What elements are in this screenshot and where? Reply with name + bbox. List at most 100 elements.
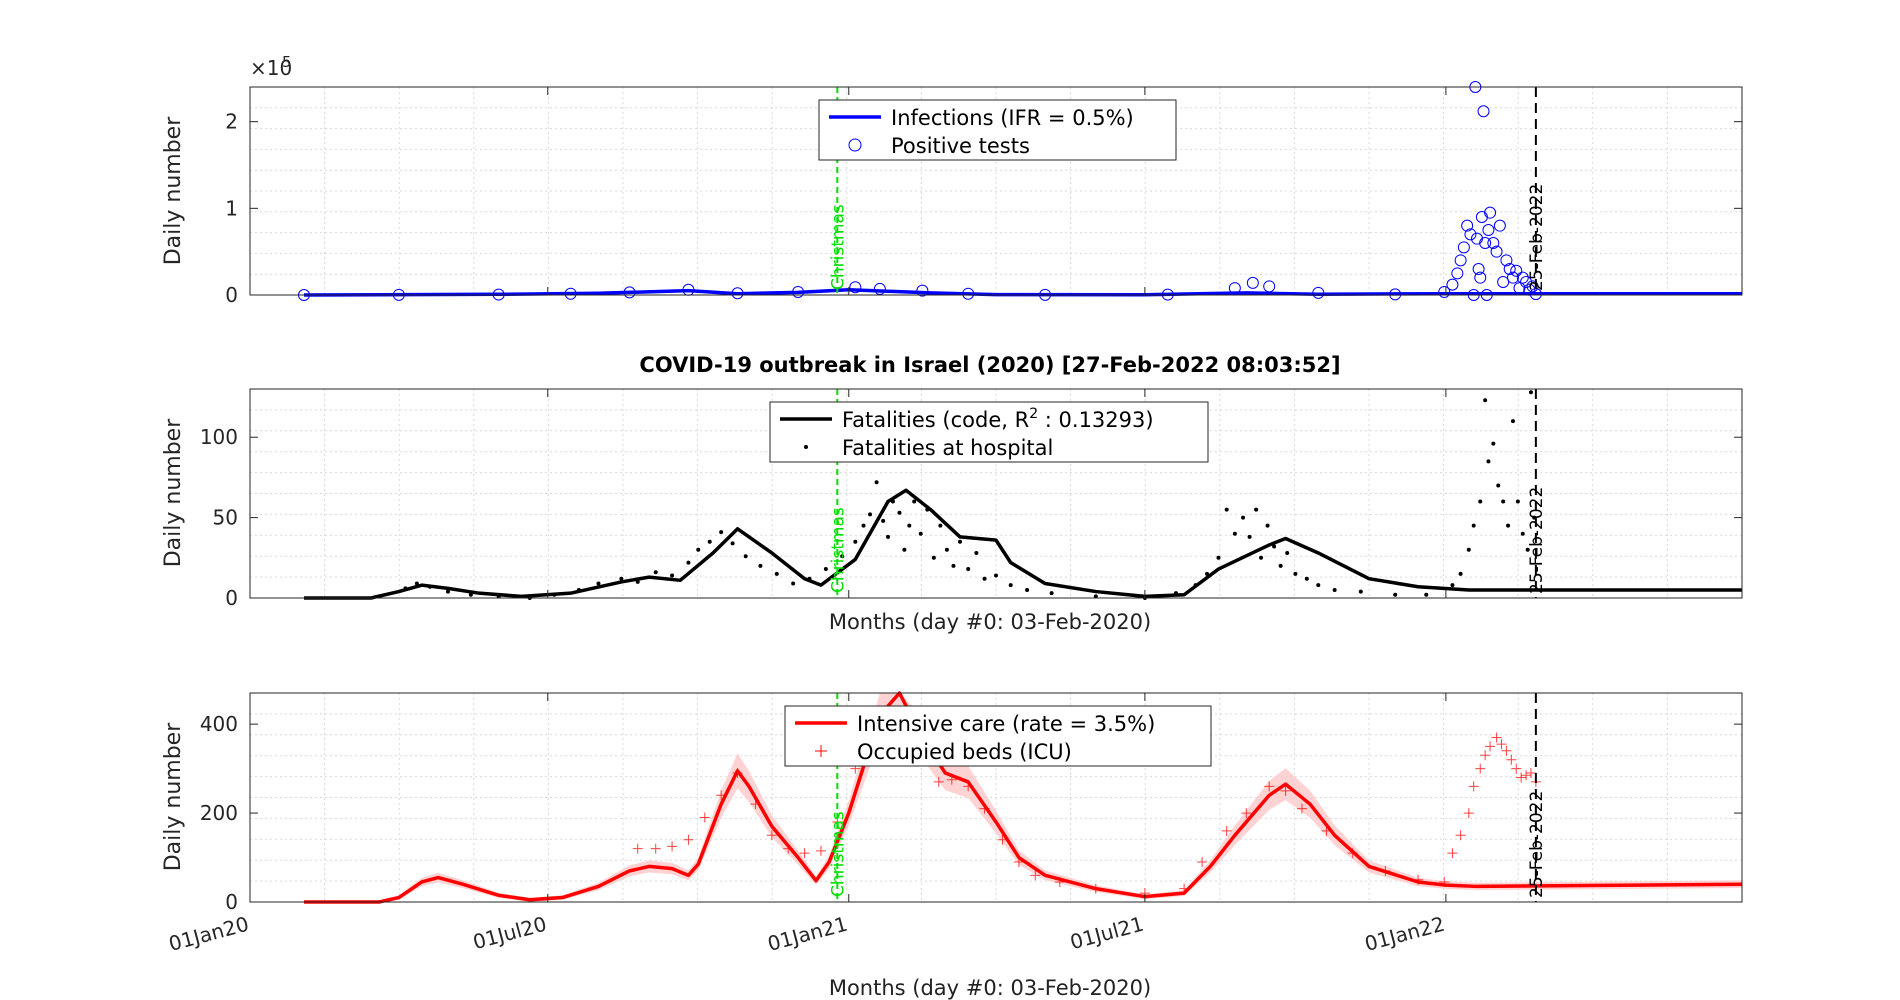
data-point	[1241, 515, 1246, 520]
data-point	[1278, 563, 1283, 568]
data-point	[623, 286, 636, 299]
x-tick-label: 01Jul21	[1067, 912, 1146, 955]
data-point	[840, 554, 845, 559]
data-point	[1457, 241, 1470, 254]
legend-box	[784, 705, 1212, 767]
data-point	[1510, 264, 1523, 277]
data-point	[933, 776, 944, 787]
data-point	[1358, 589, 1363, 594]
data-point	[783, 843, 794, 854]
series-line	[303, 691, 1743, 904]
x-tick-label: 01Jan20	[166, 912, 251, 956]
data-point	[1506, 754, 1517, 765]
data-point	[427, 584, 432, 589]
data-point	[1332, 587, 1337, 592]
data-point	[730, 541, 735, 546]
data-point	[632, 843, 643, 854]
data-point	[902, 547, 907, 552]
data-point	[699, 812, 710, 823]
data-point	[1228, 282, 1241, 295]
data-point	[1482, 224, 1495, 236]
data-point	[468, 592, 473, 597]
data-point	[791, 581, 796, 586]
data-point	[1491, 732, 1502, 743]
data-point	[873, 282, 886, 295]
data-point	[1516, 271, 1529, 284]
x-tick-labels: 01Jan20 01Jul20 01Jan21 01Jul21 01Jan22	[166, 912, 1447, 956]
data-point	[1484, 206, 1497, 219]
data-point	[650, 843, 661, 854]
data-point	[938, 523, 943, 528]
data-point	[974, 550, 979, 555]
data-point	[1474, 271, 1487, 284]
data-point	[496, 594, 501, 599]
data-point	[1450, 583, 1455, 588]
data-point	[1486, 459, 1491, 464]
data-point	[1263, 280, 1276, 293]
data-point	[1030, 870, 1041, 881]
data-point	[1013, 856, 1024, 867]
data-point	[1497, 276, 1510, 288]
fatalities-panel: Christmas 25-Feb-2022 0 50 100 Daily number Fa…	[161, 388, 1743, 610]
data-point	[564, 287, 577, 300]
legend-box	[769, 401, 1209, 463]
x-tick-label: 01Jan21	[765, 912, 850, 956]
y-tick-label: 200	[200, 801, 238, 825]
y-tick-label: 400	[200, 712, 238, 736]
data-point	[1501, 745, 1512, 756]
y-axis-label: Daily number	[161, 418, 186, 567]
data-point	[951, 563, 956, 568]
series-line	[303, 288, 1742, 297]
data-point	[1520, 531, 1525, 536]
data-point	[635, 579, 640, 584]
data-point	[823, 567, 828, 572]
data-point	[1506, 271, 1519, 284]
data-point	[1493, 219, 1506, 232]
data-point	[774, 571, 779, 576]
data-point	[1483, 398, 1488, 403]
data-point	[1413, 874, 1424, 885]
data-point	[1455, 830, 1466, 841]
data-point	[1464, 228, 1477, 241]
infections-panel: Christmas 25-Feb-2022 0 1 2 Daily number ×105 I…	[161, 53, 1743, 307]
data-point	[445, 589, 450, 594]
data-point	[686, 560, 691, 565]
data-point	[886, 534, 891, 539]
data-point	[907, 523, 912, 528]
data-point	[1477, 105, 1490, 118]
data-point	[1446, 278, 1459, 291]
data-point	[552, 592, 557, 597]
data-point	[1197, 856, 1208, 867]
data-point	[1093, 594, 1098, 599]
data-point	[807, 576, 812, 581]
legend: Intensive care (rate = 3.5%) Occupied bed…	[784, 705, 1212, 767]
data-point	[1515, 499, 1520, 504]
data-point	[1480, 750, 1491, 761]
data-point	[931, 555, 936, 560]
data-point	[1205, 571, 1210, 576]
y-exponent-power: 5	[282, 53, 292, 71]
data-point	[958, 539, 963, 544]
legend-box	[818, 99, 1177, 161]
data-point	[853, 539, 858, 544]
data-point	[1049, 591, 1054, 596]
christmas-label: Christmas	[828, 507, 848, 593]
data-point	[897, 510, 902, 515]
legend-dot-marker	[804, 445, 808, 449]
panel2-xlabel: Months (day #0: 03-Feb-2020)	[829, 610, 1151, 634]
y-axis-label: Daily number	[161, 722, 186, 871]
y-tick-label: 0	[225, 890, 238, 914]
data-point	[1393, 592, 1398, 597]
data-point	[707, 539, 712, 544]
data-point	[1254, 507, 1259, 512]
legend-label: Infections (IFR = 0.5%)	[891, 106, 1134, 130]
data-point	[1454, 254, 1467, 267]
data-point	[1246, 276, 1259, 289]
data-point	[890, 499, 895, 504]
data-point	[861, 523, 866, 528]
cutoff-label: 25-Feb-2022	[1527, 487, 1547, 594]
y-axis-label: Daily number	[161, 116, 186, 265]
data-point	[1478, 499, 1483, 504]
legend-label: Positive tests	[891, 134, 1030, 158]
